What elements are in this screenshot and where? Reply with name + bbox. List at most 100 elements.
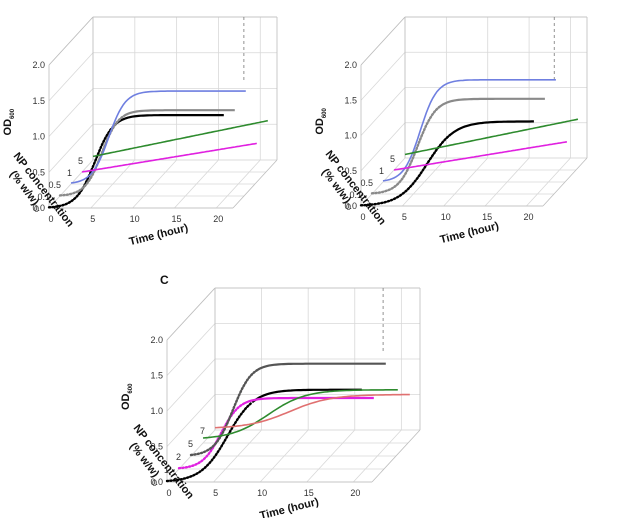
x-axis-title: Time (hour) <box>259 496 321 518</box>
series-line-0 <box>116 114 224 125</box>
y-axis-label: OD600 <box>314 107 328 134</box>
z-tick-label: 0.1 <box>37 192 50 202</box>
series-line-0.1-dotted <box>58 115 125 197</box>
y-tick-label: 0.0 <box>344 201 357 211</box>
x-axis-label: Time (hour) <box>259 496 321 518</box>
x-axis-title: Time (hour) <box>128 222 190 248</box>
box-frame <box>166 287 421 483</box>
y-tick-label: 1.0 <box>344 131 357 141</box>
x-axis-title: Time (hour) <box>439 220 501 246</box>
y-tick-label: 1.5 <box>344 95 357 105</box>
y-axis-label-sub: 600 <box>128 383 134 394</box>
series-line-1-dotted <box>177 401 246 470</box>
x-tick-label: 0 <box>166 488 171 498</box>
z-tick-label: 0.5 <box>48 180 61 190</box>
y-axis-label-main: OD <box>2 119 14 136</box>
x-tick-label: 10 <box>441 212 451 222</box>
series-line-0.1-dotted <box>370 106 441 195</box>
z-tick-label: 5 <box>78 156 83 166</box>
y-axis-title: OD600 <box>314 107 328 134</box>
left-gridline <box>360 122 406 172</box>
frame-edge <box>166 287 216 341</box>
y-axis-title: OD600 <box>120 383 134 410</box>
z-tick-label: 1 <box>164 465 169 475</box>
x-axis-label: Time (hour) <box>439 220 501 246</box>
left-gridline <box>48 88 94 137</box>
z-tick-label: 5 <box>188 439 193 449</box>
series-line-1 <box>244 396 374 405</box>
y-axis-label: OD600 <box>2 108 16 135</box>
series-group <box>165 362 410 483</box>
left-gridline <box>166 358 216 412</box>
x-axis-label: Time (hour) <box>128 222 190 248</box>
series-line-0.1 <box>438 97 545 109</box>
z-tick-label: 0 <box>34 204 39 214</box>
x-tick-label: 5 <box>402 212 407 222</box>
chart-panel-2: 0.00.51.01.52.00 5 10 15 2000.10.515OD600NP … <box>314 16 588 246</box>
z-tick-label: 1 <box>67 168 72 178</box>
x-tick-label: 20 <box>350 488 360 498</box>
x-tick-label: 5 <box>90 214 95 224</box>
series-line-5 <box>202 389 398 439</box>
series-line-0.1 <box>122 109 235 118</box>
y-tick-label: 0.5 <box>344 166 357 176</box>
x-tick-label: 0 <box>360 212 365 222</box>
frame-edge <box>371 429 421 483</box>
z-axis-title: NP concentration(% w/w) <box>127 422 196 501</box>
series-group <box>47 90 268 209</box>
back-wall <box>404 16 587 159</box>
x-tick-label: 15 <box>171 214 181 224</box>
series-line-0.5 <box>70 90 246 184</box>
y-tick-label: 1.0 <box>32 132 45 142</box>
x-tick-label: 10 <box>257 488 267 498</box>
y-tick-label: 0.5 <box>150 442 163 452</box>
left-gridline <box>48 52 94 102</box>
y-tick-label: 1.0 <box>150 406 163 416</box>
z-tick-label: 2 <box>176 452 181 462</box>
z-tick-label: 0.5 <box>360 178 373 188</box>
z-tick-label: 5 <box>390 154 395 164</box>
left-gridline <box>166 323 216 376</box>
series-line-2 <box>256 362 386 372</box>
y-axis-title: OD600 <box>2 108 16 135</box>
floor-grid <box>48 159 277 209</box>
series-line-0.5 <box>382 79 556 182</box>
z-tick-label: 0 <box>346 202 351 212</box>
series-group <box>359 79 579 207</box>
series-line-0-dotted <box>165 401 254 483</box>
box-frame <box>360 16 588 207</box>
series-line-5 <box>92 119 268 158</box>
panel-label: C <box>160 273 169 287</box>
left-gridline <box>48 159 94 209</box>
y-axis-label-sub: 600 <box>10 108 16 119</box>
x-tick-label: 10 <box>130 214 140 224</box>
series-line-2-dotted <box>189 369 258 457</box>
x-tick-label: 15 <box>304 488 314 498</box>
y-axis-label-main: OD <box>120 394 132 411</box>
box-frame <box>48 16 278 209</box>
y-axis-label-sub: 600 <box>322 107 328 118</box>
x-tick-label: 20 <box>213 214 223 224</box>
y-tick-label: 2.0 <box>32 60 45 70</box>
left-gridline <box>360 51 406 101</box>
x-tick-label: 15 <box>482 212 492 222</box>
x-tick-label: 5 <box>213 488 218 498</box>
series-line-5 <box>404 118 579 156</box>
y-tick-label: 2.0 <box>344 60 357 70</box>
frame-edge <box>232 159 278 209</box>
left-gridline <box>360 87 406 136</box>
series-line-0-dotted <box>359 134 451 207</box>
left-gridline <box>48 123 94 173</box>
series-line-0 <box>251 388 362 404</box>
y-tick-label: 2.0 <box>150 335 163 345</box>
z-tick-label: 7 <box>200 426 205 436</box>
left-wall-grid <box>166 287 216 483</box>
y-tick-label: 1.5 <box>32 96 45 106</box>
y-tick-label: 0.5 <box>32 167 45 177</box>
series-line-0 <box>448 120 534 137</box>
y-tick-label: 0.0 <box>150 477 163 487</box>
series-line-1 <box>81 142 257 173</box>
frame-edge <box>360 16 406 66</box>
frame-edge <box>542 157 588 207</box>
